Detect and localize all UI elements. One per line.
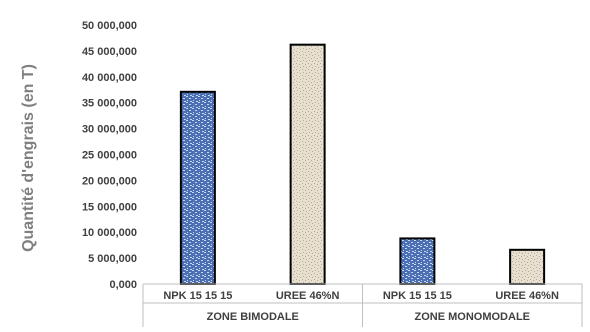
y-tick-label: 45 000,000 — [82, 46, 137, 58]
y-tick-label: 30 000,000 — [82, 124, 137, 136]
y-axis-title: Quantité d'engrais (en T) — [20, 64, 37, 252]
y-tick-label: 25 000,000 — [82, 150, 137, 162]
x-category-label: UREE 46%N — [495, 290, 559, 302]
y-tick-label: 10 000,000 — [82, 227, 137, 239]
y-axis-ticks: 0,000 5 000,000 10 000,000 15 000,000 20 000… — [82, 20, 137, 291]
bar — [179, 90, 216, 285]
y-tick-label: 0,000 — [109, 279, 137, 291]
x-category-label: NPK 15 15 15 — [383, 290, 452, 302]
x-category-label: NPK 15 15 15 — [163, 290, 232, 302]
y-tick-label: 35 000,000 — [82, 98, 137, 110]
bars — [179, 43, 546, 285]
bar — [399, 237, 436, 285]
x-group-label: ZONE MONOMODALE — [415, 311, 531, 323]
y-tick-label: 50 000,000 — [82, 20, 137, 32]
y-tick-label: 40 000,000 — [82, 72, 137, 84]
y-tick-label: 5 000,000 — [88, 253, 137, 265]
bar — [289, 43, 326, 285]
y-tick-label: 20 000,000 — [82, 175, 137, 187]
x-group-label: ZONE BIMODALE — [207, 311, 299, 323]
y-tick-label: 15 000,000 — [82, 201, 137, 213]
bar — [509, 248, 546, 285]
x-category-label: UREE 46%N — [276, 290, 340, 302]
x-axis: NPK 15 15 15 UREE 46%N NPK 15 15 15 UREE 46… — [142, 283, 583, 327]
